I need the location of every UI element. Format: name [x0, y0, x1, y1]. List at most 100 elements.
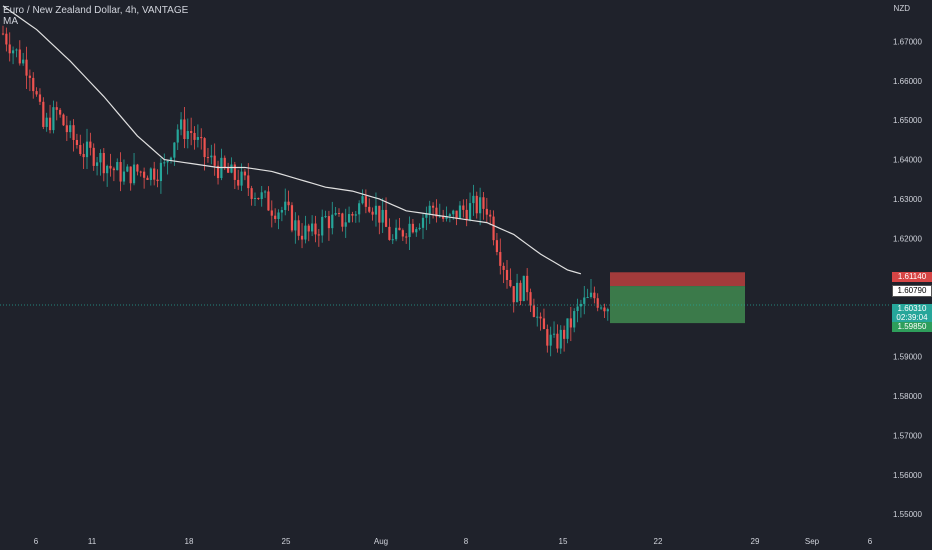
candle-body: [169, 157, 173, 161]
x-tick-label: 18: [185, 537, 194, 546]
candle-body: [374, 205, 378, 215]
candle-body: [72, 125, 75, 140]
candle-body: [28, 75, 31, 78]
indicator-label[interactable]: MA: [3, 16, 18, 27]
chart-legend: Euro / New Zealand Dollar, 4h, VANTAGE M…: [3, 5, 188, 27]
symbol-title[interactable]: Euro / New Zealand Dollar, 4h, VANTAGE: [3, 5, 189, 16]
candle-body: [122, 171, 126, 182]
candle-body: [59, 109, 62, 115]
candle-body: [109, 165, 112, 169]
candle-body: [485, 208, 488, 215]
x-tick-label: 6: [34, 537, 39, 546]
candle-body: [270, 210, 273, 216]
candle-body: [25, 59, 28, 76]
candle-body: [512, 286, 515, 303]
candle-body: [35, 91, 38, 95]
candle-body: [243, 171, 247, 176]
stop-loss-zone[interactable]: [610, 272, 745, 287]
candle-body: [526, 275, 529, 293]
candle-body: [391, 239, 394, 241]
candle-body: [307, 225, 310, 232]
candle-body: [5, 33, 8, 45]
candle-body: [146, 177, 149, 180]
candle-body: [314, 223, 317, 235]
candle-body: [213, 155, 216, 166]
candle-body: [159, 162, 163, 182]
candle-body: [163, 162, 166, 164]
candle-body: [479, 197, 482, 214]
candle-body: [519, 282, 522, 302]
candle-body: [129, 166, 132, 184]
candle-body: [216, 165, 220, 179]
candle-body: [354, 214, 357, 216]
candle-body: [290, 205, 294, 231]
candle-body: [153, 168, 156, 180]
candle-body: [38, 94, 42, 102]
candle-body: [173, 142, 176, 158]
candle-body: [106, 165, 109, 174]
candle-body: [257, 197, 260, 200]
candle-body: [179, 119, 183, 130]
candle-body: [317, 234, 320, 236]
candle-body: [200, 137, 203, 139]
candle-body: [556, 333, 559, 349]
candle-body: [206, 157, 210, 159]
candle-body: [176, 129, 179, 143]
y-tick-label: 1.66000: [893, 77, 922, 86]
candle-body: [384, 209, 388, 227]
candle-body: [62, 114, 65, 126]
candle-body: [566, 318, 569, 339]
candle-body: [253, 197, 257, 199]
candle-body: [563, 329, 566, 339]
risk-reward-tool[interactable]: [610, 272, 745, 324]
candle-body: [532, 305, 535, 317]
candle-body: [368, 206, 371, 212]
candle-body: [603, 307, 606, 312]
candle-body: [559, 329, 562, 349]
candle-body: [280, 210, 283, 213]
candle-body: [599, 307, 603, 309]
candle-body: [196, 137, 199, 140]
candle-body: [82, 153, 85, 158]
candle-body: [445, 216, 448, 219]
candle-body: [186, 131, 189, 140]
candle-body: [378, 205, 381, 223]
y-tick-label: 1.63000: [893, 195, 922, 204]
y-tick-label: 1.55000: [893, 510, 922, 519]
candle-body: [227, 167, 230, 173]
candle-body: [324, 216, 327, 218]
candle-body: [22, 59, 25, 64]
candle-body: [593, 292, 596, 299]
current-price-value: 1.60310: [897, 304, 927, 313]
candle-body: [344, 222, 347, 227]
candle-body: [398, 227, 401, 231]
candle-body: [136, 164, 139, 172]
candle-body: [502, 265, 505, 270]
y-tick-label: 1.58000: [893, 392, 922, 401]
candle-body: [505, 269, 509, 280]
entry-price-tag: 1.60790: [892, 285, 932, 297]
candle-body: [421, 217, 425, 228]
candle-body: [294, 220, 297, 231]
candle-body: [89, 141, 92, 148]
x-tick-label: 6: [868, 537, 873, 546]
candle-body: [1, 33, 5, 35]
candle-body: [274, 215, 277, 219]
candle-body: [8, 44, 11, 54]
y-tick-label: 1.65000: [893, 116, 922, 125]
candle-body: [85, 141, 89, 158]
candle-body: [327, 216, 331, 229]
candle-body: [586, 297, 589, 299]
time-axis[interactable]: 6 11 18 25 Aug 8 15 22 29 Sep 6: [34, 537, 873, 546]
candle-body: [166, 160, 169, 163]
target-price-tag: 1.59850: [892, 322, 932, 332]
candle-body: [119, 162, 122, 182]
current-price-tag: 1.60310 02:39:04: [892, 304, 932, 322]
candle-body: [311, 223, 314, 232]
candle-body: [237, 179, 240, 186]
candle-body: [428, 205, 431, 214]
candle-body: [475, 195, 478, 214]
stop-price-tag: 1.61140: [892, 272, 932, 282]
take-profit-zone[interactable]: [610, 286, 745, 324]
